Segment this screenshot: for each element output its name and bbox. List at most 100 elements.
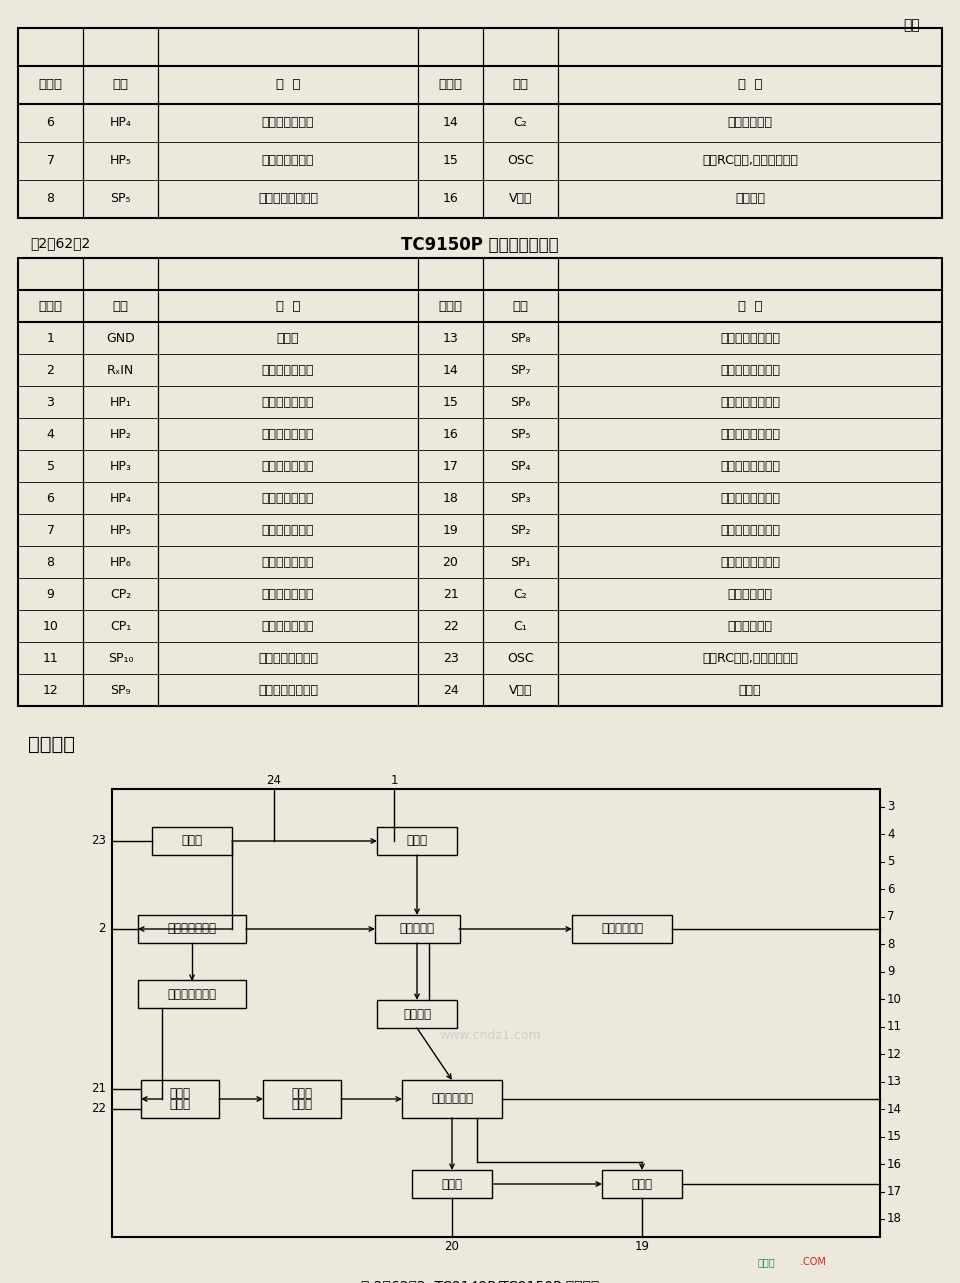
Text: 连续信号输出端: 连续信号输出端 [262, 523, 314, 536]
Text: 16: 16 [443, 192, 458, 205]
Text: RₓIN: RₓIN [107, 363, 134, 376]
Text: 18: 18 [443, 491, 459, 504]
Text: 7: 7 [887, 911, 895, 924]
Text: 连续信号输出端: 连续信号输出端 [262, 491, 314, 504]
Text: 8: 8 [887, 938, 895, 951]
Text: 单脉冲信号输出端: 单脉冲信号输出端 [720, 491, 780, 504]
Text: 连续信号输出端: 连续信号输出端 [262, 459, 314, 472]
Text: HP₁: HP₁ [109, 395, 132, 408]
Text: OSC: OSC [507, 652, 534, 665]
Text: 单脉冲信号输出端: 单脉冲信号输出端 [720, 523, 780, 536]
Text: 输入脉冲寄存器: 输入脉冲寄存器 [167, 922, 217, 935]
Text: 24: 24 [267, 775, 281, 788]
Text: 测电路: 测电路 [170, 1087, 190, 1100]
Text: 接地端: 接地端 [276, 331, 300, 345]
Bar [377, 999, 457, 1028]
Text: 12: 12 [887, 1048, 902, 1061]
Text: 输出缓冲电路: 输出缓冲电路 [431, 1093, 473, 1106]
Text: 连续信号输出端: 连续信号输出端 [262, 117, 314, 130]
Text: 16: 16 [443, 427, 458, 440]
Text: 23: 23 [443, 652, 458, 665]
Text: 5: 5 [887, 856, 895, 869]
Text: 7: 7 [46, 523, 55, 536]
Text: CP₁: CP₁ [109, 620, 132, 633]
Text: 接电源: 接电源 [739, 684, 761, 697]
Text: 单脉冲信号输出端: 单脉冲信号输出端 [720, 459, 780, 472]
Text: 代码检测电路: 代码检测电路 [601, 922, 643, 935]
Text: 19: 19 [443, 523, 458, 536]
Text: V₝₝: V₝₝ [509, 684, 532, 697]
Text: 符号: 符号 [112, 299, 129, 313]
Text: 20: 20 [443, 556, 459, 568]
Text: 13: 13 [443, 331, 458, 345]
Text: 外接RC电路,构成定时振荡: 外接RC电路,构成定时振荡 [702, 652, 798, 665]
Text: 续表: 续表 [903, 18, 920, 32]
Text: 1: 1 [47, 331, 55, 345]
Text: 识别码控制端: 识别码控制端 [728, 620, 773, 633]
Text: 符号: 符号 [513, 78, 529, 91]
Text: SP₈: SP₈ [511, 331, 531, 345]
Text: 连续信号输出端: 连续信号输出端 [262, 556, 314, 568]
Bar [412, 1170, 492, 1198]
Text: 6: 6 [47, 117, 55, 130]
Text: OSC: OSC [507, 154, 534, 168]
Bar [18, 28, 942, 218]
Text: SP₉: SP₉ [110, 684, 131, 697]
Bar [138, 980, 246, 1008]
Text: 22: 22 [443, 620, 458, 633]
Text: HP₄: HP₄ [109, 491, 132, 504]
Text: 10: 10 [887, 993, 901, 1006]
Text: 21: 21 [91, 1083, 106, 1096]
Text: 6: 6 [887, 883, 895, 896]
Bar [138, 915, 246, 943]
Text: 单脉冲信号输出端: 单脉冲信号输出端 [258, 684, 318, 697]
Text: 接线图: 接线图 [758, 1257, 776, 1268]
Text: 21: 21 [443, 588, 458, 600]
Text: 5: 5 [46, 459, 55, 472]
Text: HP₅: HP₅ [109, 154, 132, 168]
Text: SP₃: SP₃ [511, 491, 531, 504]
Text: 15: 15 [443, 395, 459, 408]
Text: 3: 3 [47, 395, 55, 408]
Text: C₂: C₂ [514, 117, 527, 130]
Bar [402, 1080, 502, 1117]
Text: 单脉冲信号输出端: 单脉冲信号输出端 [258, 652, 318, 665]
Text: 22: 22 [91, 1102, 106, 1115]
Text: HP₄: HP₄ [109, 117, 132, 130]
Text: SP₄: SP₄ [511, 459, 531, 472]
Bar [263, 1080, 341, 1117]
Text: SP₁₀: SP₁₀ [108, 652, 133, 665]
Text: 识别码控制端: 识别码控制端 [728, 588, 773, 600]
Text: 误差识: 误差识 [292, 1098, 313, 1111]
Text: 引脚号: 引脚号 [38, 299, 62, 313]
Text: 单脉冲信号输出端: 单脉冲信号输出端 [720, 395, 780, 408]
Text: 单脉冲信号输出端: 单脉冲信号输出端 [720, 556, 780, 568]
Text: 23: 23 [91, 834, 106, 848]
Text: 连续信号输出端: 连续信号输出端 [262, 427, 314, 440]
Text: 18: 18 [887, 1212, 901, 1225]
Text: 9: 9 [887, 965, 895, 979]
Text: V₝₝: V₝₝ [509, 192, 532, 205]
Text: 2: 2 [47, 363, 55, 376]
Text: 引脚号: 引脚号 [439, 299, 463, 313]
Text: 17: 17 [887, 1185, 902, 1198]
Bar [18, 258, 942, 706]
Text: 引脚号: 引脚号 [38, 78, 62, 91]
Text: 引脚号: 引脚号 [439, 78, 463, 91]
Text: 单脉冲信号输出端: 单脉冲信号输出端 [720, 427, 780, 440]
Text: HP₃: HP₃ [109, 459, 132, 472]
Bar [141, 1080, 219, 1117]
Text: 9: 9 [47, 588, 55, 600]
Text: TC9150P 引脚符号及功能: TC9150P 引脚符号及功能 [401, 236, 559, 254]
Text: www.cndz1.com: www.cndz1.com [439, 1029, 540, 1042]
Text: 符号: 符号 [112, 78, 129, 91]
Text: 单脉冲信号输出端: 单脉冲信号输出端 [720, 363, 780, 376]
Text: 11: 11 [42, 652, 59, 665]
Text: SP₁: SP₁ [511, 556, 531, 568]
Text: 识别码控制端: 识别码控制端 [728, 117, 773, 130]
Text: 14: 14 [887, 1102, 902, 1116]
Text: 17: 17 [443, 459, 459, 472]
Text: 12: 12 [42, 684, 59, 697]
Bar [602, 1170, 682, 1198]
Bar [374, 915, 460, 943]
